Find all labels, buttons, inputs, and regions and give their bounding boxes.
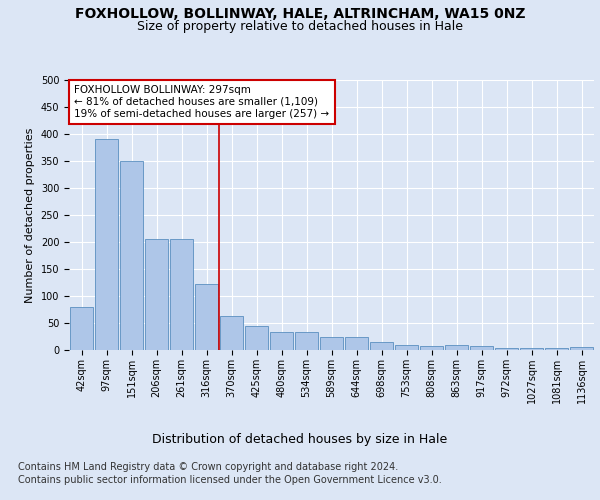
Text: Distribution of detached houses by size in Hale: Distribution of detached houses by size …	[152, 432, 448, 446]
Bar	[344, 336, 368, 350]
Bar	[119, 161, 143, 350]
Bar	[295, 332, 319, 350]
Bar	[170, 240, 193, 350]
Text: FOXHOLLOW, BOLLINWAY, HALE, ALTRINCHAM, WA15 0NZ: FOXHOLLOW, BOLLINWAY, HALE, ALTRINCHAM, …	[75, 8, 525, 22]
Bar	[370, 342, 394, 350]
Bar	[245, 326, 268, 350]
Bar	[494, 348, 518, 350]
Bar	[395, 344, 418, 350]
Text: Size of property relative to detached houses in Hale: Size of property relative to detached ho…	[137, 20, 463, 33]
Bar	[520, 348, 544, 350]
Bar	[320, 336, 343, 350]
Bar	[95, 140, 118, 350]
Bar	[145, 240, 169, 350]
Bar	[269, 332, 293, 350]
Bar	[445, 344, 469, 350]
Bar	[419, 346, 443, 350]
Text: FOXHOLLOW BOLLINWAY: 297sqm
← 81% of detached houses are smaller (1,109)
19% of : FOXHOLLOW BOLLINWAY: 297sqm ← 81% of det…	[74, 86, 329, 118]
Text: Contains HM Land Registry data © Crown copyright and database right 2024.: Contains HM Land Registry data © Crown c…	[18, 462, 398, 472]
Bar	[194, 284, 218, 350]
Bar	[545, 348, 568, 350]
Y-axis label: Number of detached properties: Number of detached properties	[25, 128, 35, 302]
Bar	[220, 316, 244, 350]
Text: Contains public sector information licensed under the Open Government Licence v3: Contains public sector information licen…	[18, 475, 442, 485]
Bar	[569, 348, 593, 350]
Bar	[470, 346, 493, 350]
Bar	[70, 307, 94, 350]
